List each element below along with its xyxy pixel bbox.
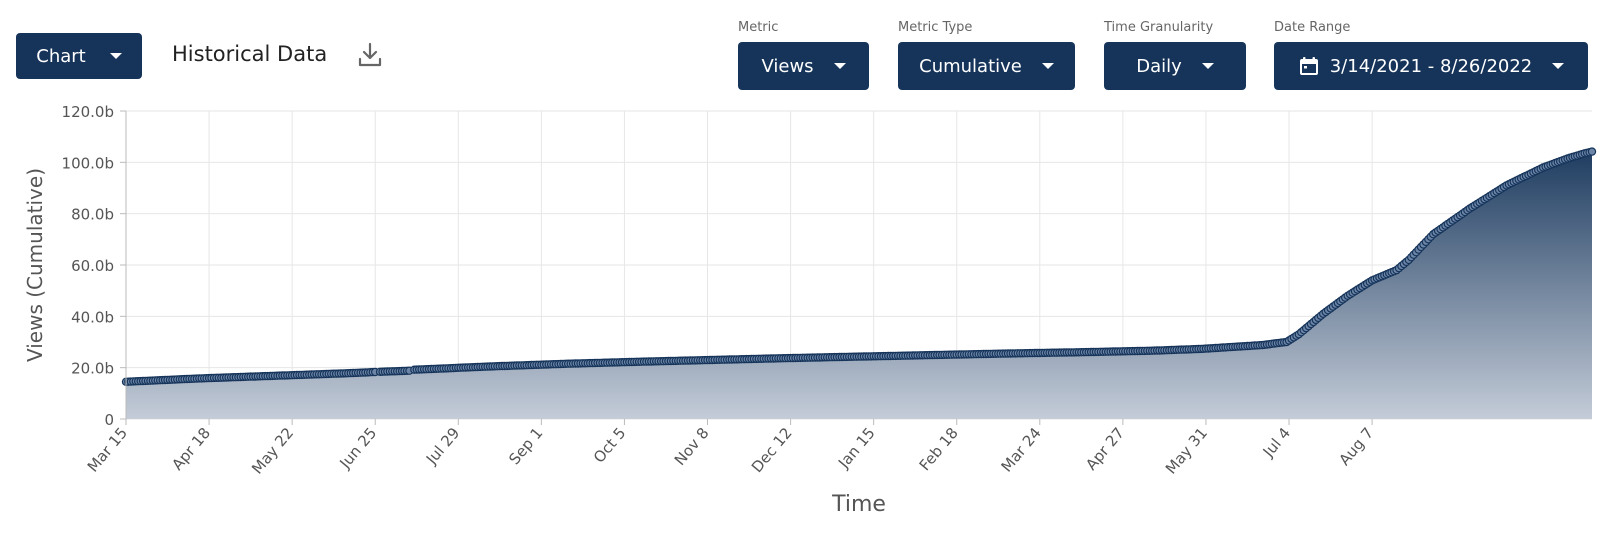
chevron-down-icon [1201,63,1214,69]
y-tick-label: 40.0b [71,308,114,326]
x-tick-label: Mar 15 [84,424,131,476]
x-tick-label: Dec 12 [748,424,796,476]
metric-type-select[interactable]: Cumulative [898,42,1075,90]
metric-label: Metric [738,20,779,35]
metric-type-label: Metric Type [898,20,973,35]
time-granularity-label: Time Granularity [1104,20,1214,35]
y-tick-label: 120.0b [62,103,114,121]
x-tick-label: Apr 27 [1082,424,1128,474]
chart-view-button[interactable]: Chart [16,33,142,79]
download-button[interactable] [356,41,384,69]
x-tick-label: May 22 [248,424,297,478]
y-tick-label: 80.0b [71,206,114,224]
x-tick-label: Jul 29 [422,424,463,468]
date-range-value: 3/14/2021 - 8/26/2022 [1329,55,1533,77]
chart-view-button-label: Chart [36,45,86,67]
time-granularity-select[interactable]: Daily [1104,42,1246,90]
x-tick-label: Feb 18 [916,424,962,474]
x-tick-label: Sep 1 [505,424,546,468]
metric-select-value: Views [761,55,814,77]
data-point[interactable] [1587,147,1597,156]
x-tick-label: Aug 7 [1335,424,1377,469]
x-tick-label: Jan 15 [834,424,879,472]
date-range-picker[interactable]: 3/14/2021 - 8/26/2022 [1274,42,1588,90]
y-tick-label: 100.0b [62,154,114,172]
time-granularity-select-value: Daily [1136,55,1182,77]
calendar-icon [1299,57,1318,75]
y-tick-label: 60.0b [71,257,114,275]
y-axis-label: Views (Cumulative) [23,168,47,362]
date-range-label: Date Range [1274,20,1351,35]
x-tick-label: Mar 24 [998,424,1045,476]
chevron-down-icon [1552,63,1565,69]
download-icon [358,42,382,67]
page-title: Historical Data [172,42,328,66]
chevron-down-icon [1041,63,1054,69]
x-tick-label: May 31 [1162,424,1211,478]
x-tick-label: Apr 18 [168,424,214,474]
views-area [126,151,1592,419]
x-tick-label: Jun 25 [335,424,380,473]
chevron-down-icon [833,63,846,69]
y-tick-label: 0 [104,411,114,429]
x-tick-label: Nov 8 [671,424,713,469]
metric-type-select-value: Cumulative [919,55,1022,77]
metric-select[interactable]: Views [738,42,869,90]
x-tick-label: Oct 5 [590,424,630,466]
y-tick-label: 20.0b [71,360,114,378]
chevron-down-icon [109,53,122,59]
x-axis-label: Time [831,492,886,517]
x-tick-label: Jul 4 [1259,424,1294,461]
